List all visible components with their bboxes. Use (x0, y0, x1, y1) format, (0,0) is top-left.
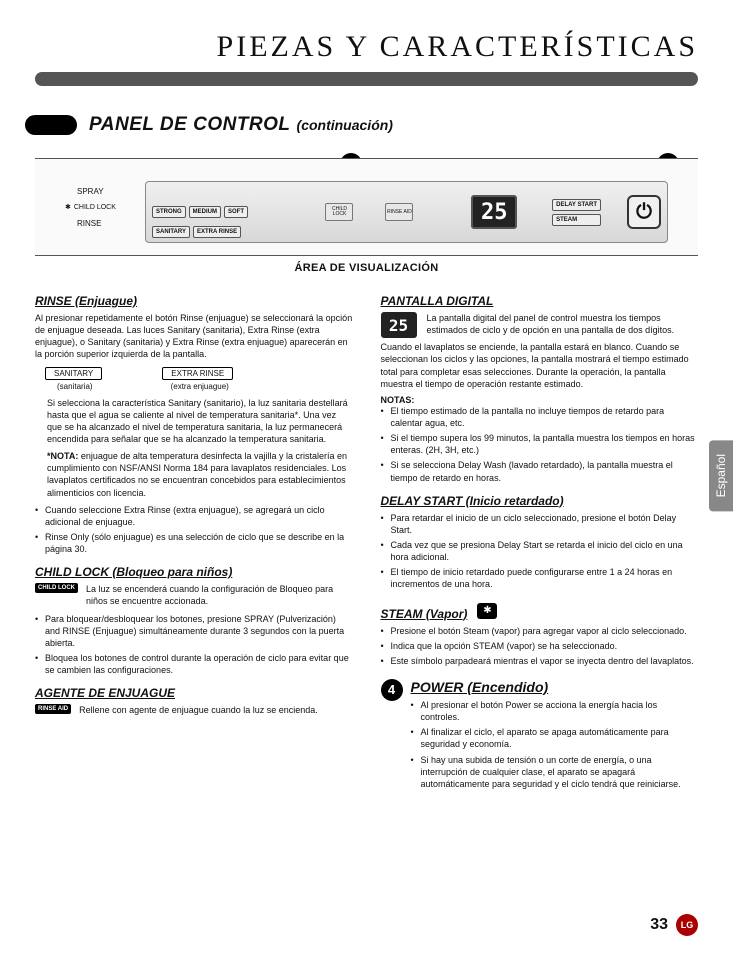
extrarinse-sub: (extra enjuague) (171, 382, 229, 391)
notas-bullet-3: Si se selecciona Delay Wash (lavado reta… (381, 459, 699, 483)
delay-heading: DELAY START (Inicio retardado) (381, 494, 699, 508)
delaystart-button: DELAY START (552, 199, 601, 211)
steam-bullets: Presione el botón Steam (vapor) para agr… (381, 625, 699, 667)
childlock-side-text: CHILD LOCK (74, 204, 116, 211)
strong-button: STRONG (152, 206, 186, 218)
delay-bullet-3: El tiempo de inicio retardado puede conf… (381, 566, 699, 590)
childlock-bullet-1: Para bloquear/desbloquear los botones, p… (35, 613, 353, 649)
steam-bullet-2: Indica que la opción STEAM (vapor) se ha… (381, 640, 699, 652)
notas-bullet-2: Si el tiempo supera los 99 minutos, la p… (381, 432, 699, 456)
rinseaid-icon: RINSE AID (35, 704, 71, 714)
section-continuation: (continuación) (297, 117, 393, 133)
delay-bullet-2: Cada vez que se presiona Delay Start se … (381, 539, 699, 563)
delay-bullets: Para retardar el inicio de un ciclo sele… (381, 512, 699, 591)
extrarinse-button: EXTRA RINSE (193, 226, 241, 238)
childlock-paragraph: La luz se encenderá cuando la configurac… (86, 583, 353, 607)
panel-caption: ÁREA DE VISUALIZACIÓN (35, 262, 698, 274)
rinse-label: RINSE (77, 219, 101, 228)
footer: 33 LG (650, 914, 698, 936)
extrarinse-pill: EXTRA RINSE (162, 367, 233, 380)
panel-box: SPRAY ✱CHILD LOCK RINSE STRONG MEDIUM SO… (35, 158, 698, 256)
section-title: PANEL DE CONTROL (89, 114, 291, 136)
notas-bullets: El tiempo estimado de la pantalla no inc… (381, 405, 699, 484)
agent-paragraph: Rellene con agente de enjuague cuando la… (79, 704, 352, 716)
spray-label: SPRAY (77, 187, 104, 196)
steam-heading: STEAM (Vapor) (381, 607, 468, 621)
rinse-bullets: Cuando seleccione Extra Rinse (extra enj… (35, 504, 353, 556)
page-number: 33 (650, 916, 668, 934)
pill-sub-row: (sanitaria) (extra enjuague) (57, 382, 353, 391)
power-bullet-1: Al presionar el botón Power se acciona l… (411, 699, 699, 723)
page-title: PIEZAS Y CARACTERÍSTICAS (35, 30, 698, 64)
pill-row: SANITARY EXTRA RINSE (45, 367, 353, 380)
childlock-icon: CHILD LOCK (35, 583, 78, 593)
delay-bullet-1: Para retardar el inicio de un ciclo sele… (381, 512, 699, 536)
childlock-bullet-2: Bloquea los botones de control durante l… (35, 652, 353, 676)
steam-icon: ✱ (477, 603, 497, 619)
childlock-bullets: Para bloquear/desbloquear los botones, p… (35, 613, 353, 677)
rinse-bullet-2: Rinse Only (sólo enjuague) es una selecc… (35, 531, 353, 555)
notas-bullet-1: El tiempo estimado de la pantalla no inc… (381, 405, 699, 429)
power-heading: POWER (Encendido) (411, 679, 699, 695)
steam-button: STEAM (552, 214, 601, 226)
rinse-note: *NOTA: *NOTA: enjuague de alta temperatu… (47, 450, 353, 499)
power-bullet-2: Al finalizar el ciclo, el aparato se apa… (411, 726, 699, 750)
steam-bullet-3: Este símbolo parpadeará mientras el vapo… (381, 655, 699, 667)
header-divider (35, 72, 698, 86)
right-column: PANTALLA DIGITAL 25 La pantalla digital … (381, 294, 699, 796)
spray-strength-strip: STRONG MEDIUM SOFT (152, 206, 248, 218)
power-bullet-3: Si hay una subida de tensión o un corte … (411, 754, 699, 790)
section-header: PANEL DE CONTROL (continuación) (25, 114, 698, 136)
power-row: 4 POWER (Encendido) Al presionar el botó… (381, 679, 699, 796)
pantalla-paragraph-1: La pantalla digital del panel de control… (427, 312, 699, 336)
power-badge: 4 (381, 679, 403, 701)
rinseaid-indicator: RINSE AID (385, 203, 413, 221)
rinse-note-vis: enjuague de alta temperatura desinfecta … (47, 451, 347, 497)
pantalla-heading: PANTALLA DIGITAL (381, 294, 699, 308)
childlock-heading: CHILD LOCK (Bloqueo para niños) (35, 565, 353, 579)
power-button: ⏻ (627, 195, 661, 229)
childlock-indicator: CHILD LOCK (325, 203, 353, 221)
lg-logo-icon: LG (676, 914, 698, 936)
digital-display: 25 (471, 195, 517, 229)
steam-bullet-1: Presione el botón Steam (vapor) para agr… (381, 625, 699, 637)
digital-small-icon: 25 (381, 312, 417, 338)
soft-button: SOFT (224, 206, 248, 218)
content-columns: RINSE (Enjuague) Al presionar repetidame… (35, 294, 698, 796)
sanitary-pill: SANITARY (45, 367, 102, 380)
rinse-bullet-1: Cuando seleccione Extra Rinse (extra enj… (35, 504, 353, 528)
pantalla-paragraph-2: Cuando el lavaplatos se enciende, la pan… (381, 341, 699, 390)
left-column: RINSE (Enjuague) Al presionar repetidame… (35, 294, 353, 796)
sanitary-button: SANITARY (152, 226, 190, 238)
rinse-paragraph: Al presionar repetidamente el botón Rins… (35, 312, 353, 361)
notas-label: NOTAS: (381, 395, 699, 405)
rinse-paragraph-2: Si selecciona la característica Sanitary… (47, 397, 353, 446)
control-panel-diagram: 3 4 SPRAY ✱CHILD LOCK RINSE STRONG MEDIU… (35, 158, 698, 274)
rinse-strip: SANITARY EXTRA RINSE (152, 226, 241, 238)
header-pill (25, 115, 77, 135)
language-tab: Español (709, 440, 733, 511)
power-bullets: Al presionar el botón Power se acciona l… (411, 699, 699, 790)
rinse-heading: RINSE (Enjuague) (35, 294, 353, 308)
panel-inner: STRONG MEDIUM SOFT SANITARY EXTRA RINSE … (145, 181, 668, 243)
sanitary-sub: (sanitaria) (57, 382, 93, 391)
medium-button: MEDIUM (189, 206, 221, 218)
agent-heading: AGENTE DE ENJUAGUE (35, 686, 353, 700)
childlock-side-label: ✱CHILD LOCK (65, 203, 116, 211)
